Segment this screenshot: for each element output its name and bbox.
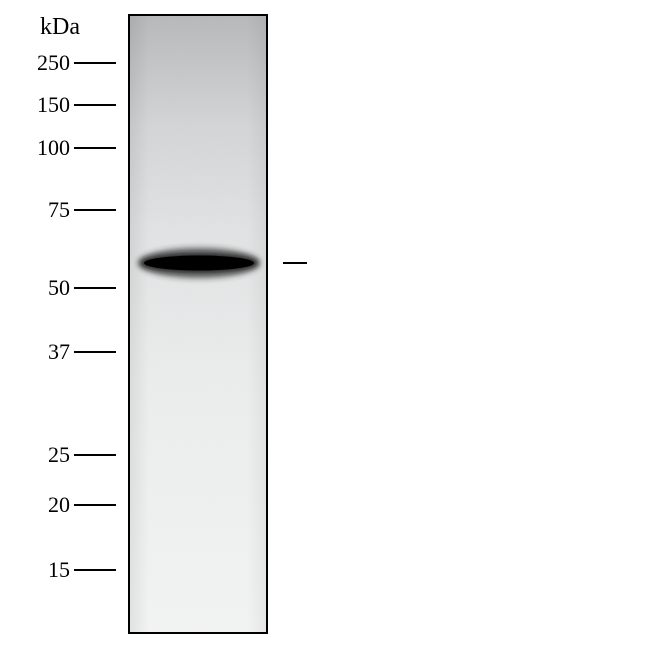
tick-mark-20: [74, 504, 116, 506]
detected-band-marker: [283, 262, 307, 264]
tick-mark-150: [74, 104, 116, 106]
tick-label-100: 100: [15, 137, 70, 159]
tick-mark-25: [74, 454, 116, 456]
western-blot-figure: kDa 250 150 100 75 50 37 25 20 15: [0, 0, 650, 650]
tick-mark-250: [74, 62, 116, 64]
tick-label-75: 75: [15, 199, 70, 221]
tick-mark-50: [74, 287, 116, 289]
gel-lane-border: [128, 14, 268, 634]
tick-label-15: 15: [15, 559, 70, 581]
tick-label-37: 37: [15, 341, 70, 363]
tick-mark-15: [74, 569, 116, 571]
tick-mark-37: [74, 351, 116, 353]
tick-label-250: 250: [15, 52, 70, 74]
tick-label-20: 20: [15, 494, 70, 516]
tick-label-50: 50: [15, 277, 70, 299]
tick-mark-100: [74, 147, 116, 149]
axis-unit-label: kDa: [40, 14, 80, 41]
tick-mark-75: [74, 209, 116, 211]
tick-label-25: 25: [15, 444, 70, 466]
tick-label-150: 150: [15, 94, 70, 116]
